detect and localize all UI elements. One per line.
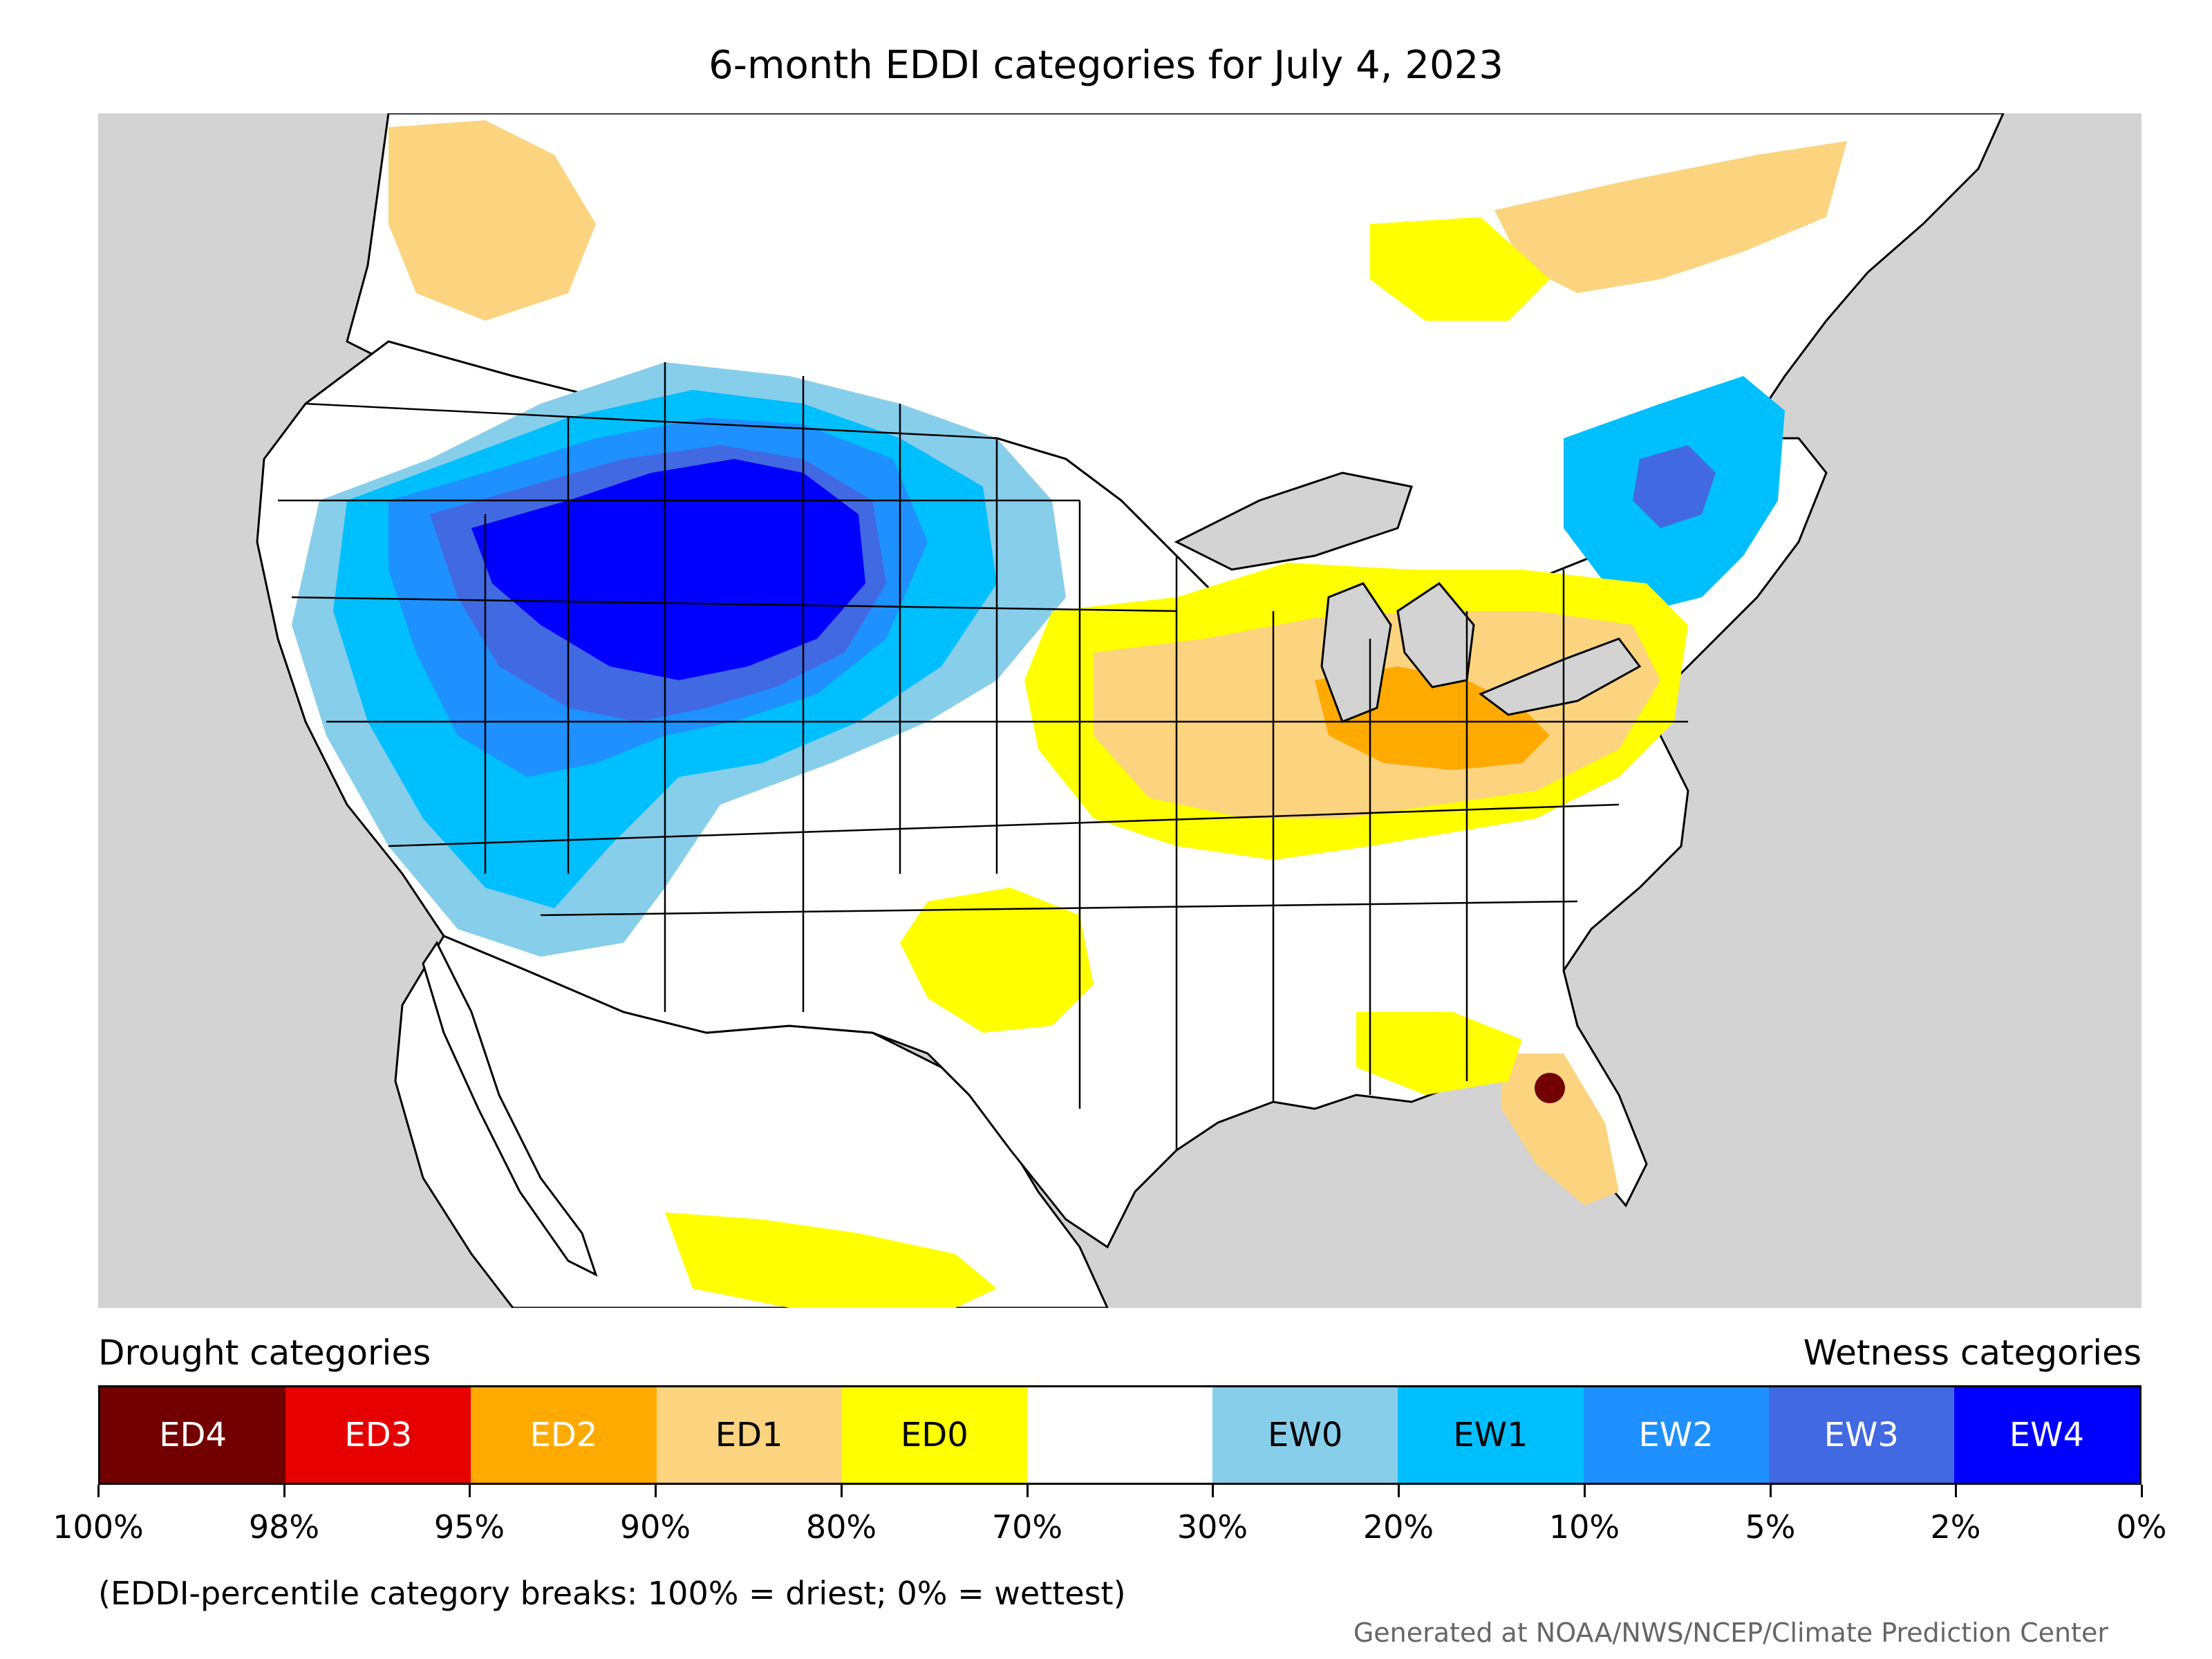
colorbar-cell-ew3: EW3 <box>1768 1387 1954 1483</box>
colorbar-cell-normal <box>1027 1387 1213 1483</box>
colorbar-cell-ew2: EW2 <box>1583 1387 1769 1483</box>
tick-label: 0% <box>2116 1508 2167 1546</box>
map-title: 6-month EDDI categories for July 4, 2023 <box>709 43 1503 88</box>
tick-mark <box>2141 1485 2143 1497</box>
percentile-ticks: 100% 98% 95% 90% 80% 70% 30% 20% 10% 5% 2% 0% <box>53 1485 2166 1547</box>
tick-label: 98% <box>248 1508 320 1546</box>
baja-peninsula <box>422 941 598 1277</box>
ed0-region-southeast <box>1356 1012 1522 1095</box>
tick-mark <box>283 1485 285 1497</box>
tick-label: 80% <box>805 1508 877 1546</box>
tick-mark <box>1955 1485 1957 1497</box>
wetness-legend-heading: Wetness categories <box>1803 1333 2141 1373</box>
ew3-region-northeast <box>1633 445 1716 528</box>
category-colorbar: ED4 ED3 ED2 ED1 ED0 EW0 EW1 EW2 EW3 EW4 <box>98 1385 2141 1485</box>
ed0-region-texas <box>900 888 1094 1033</box>
colorbar-cell-ed0: ED0 <box>841 1387 1027 1483</box>
tick-mark <box>1770 1485 1772 1497</box>
colorbar-cell-ed2: ED2 <box>471 1387 657 1483</box>
tick-mark <box>97 1485 100 1497</box>
colorbar-cell-ed1: ED1 <box>656 1387 842 1483</box>
tick-label: 5% <box>1745 1508 1796 1546</box>
tick-mark <box>1584 1485 1586 1497</box>
tick-label: 2% <box>1930 1508 1981 1546</box>
colorbar-cell-ew0: EW0 <box>1212 1387 1398 1483</box>
tick-label: 70% <box>991 1508 1063 1546</box>
ed0-region-canada-west <box>388 120 596 321</box>
ed1-region-florida <box>1501 1053 1619 1206</box>
tick-label: 30% <box>1177 1508 1248 1546</box>
credit-line: Generated at NOAA/NWS/NCEP/Climate Predi… <box>1353 1618 2108 1648</box>
ed0-region-mexico <box>665 1212 997 1308</box>
state-boundaries <box>278 341 1688 1150</box>
colorbar-cell-ed3: ED3 <box>285 1387 471 1483</box>
tick-mark <box>1027 1485 1029 1497</box>
colorbar-cell-ed4: ED4 <box>100 1387 286 1483</box>
tick-label: 20% <box>1362 1508 1434 1546</box>
ed1-region-canada-east <box>1494 141 1847 293</box>
ed4-spot-florida <box>1535 1073 1565 1103</box>
category-note: (EDDI-percentile category breaks: 100% =… <box>98 1575 1126 1612</box>
ew4-region-west <box>471 459 865 680</box>
tick-label: 100% <box>53 1508 144 1546</box>
great-lakes <box>1174 471 1642 723</box>
colorbar-cell-ew1: EW1 <box>1398 1387 1584 1483</box>
tick-mark <box>1398 1485 1400 1497</box>
map-panel <box>98 113 2141 1308</box>
tick-mark <box>841 1485 843 1497</box>
drought-legend-heading: Drought categories <box>98 1333 431 1373</box>
tick-mark <box>469 1485 471 1497</box>
tick-label: 90% <box>619 1508 691 1546</box>
tick-label: 10% <box>1548 1508 1620 1546</box>
ed0-region-canada-east <box>1370 217 1550 321</box>
colorbar-cell-ew4: EW4 <box>1953 1387 2140 1483</box>
tick-label: 95% <box>433 1508 505 1546</box>
tick-mark <box>1212 1485 1214 1497</box>
tick-mark <box>655 1485 657 1497</box>
eddi-map <box>98 113 2141 1308</box>
